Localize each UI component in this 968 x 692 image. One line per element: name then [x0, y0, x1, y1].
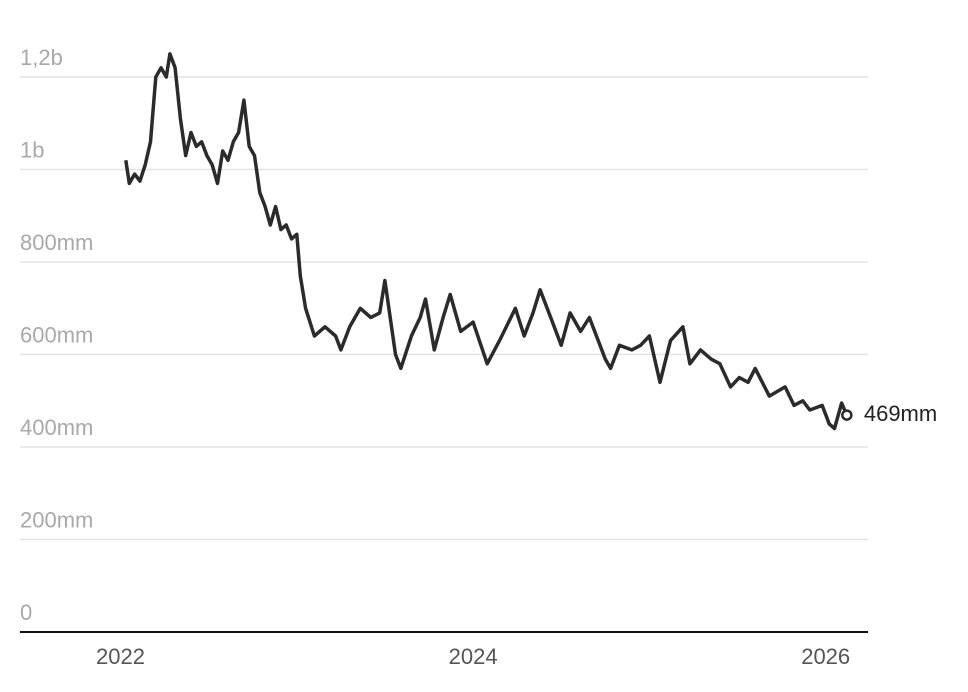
line: [124, 52, 849, 431]
y-tick-label: 1b: [20, 137, 44, 162]
y-tick-label: 1,2b: [20, 45, 63, 70]
end-point: [841, 409, 853, 421]
end-label: 469mm: [864, 401, 937, 426]
y-tick-label: 200mm: [20, 507, 93, 532]
y-tick-label: 800mm: [20, 230, 93, 255]
y-tick-label: 400mm: [20, 415, 93, 440]
x-tick-label: 2022: [96, 644, 145, 669]
x-tick-label: 2024: [449, 644, 498, 669]
y-tick-label: 600mm: [20, 322, 93, 347]
y-tick-label: 0: [20, 600, 32, 625]
x-tick-label: 2026: [801, 644, 850, 669]
